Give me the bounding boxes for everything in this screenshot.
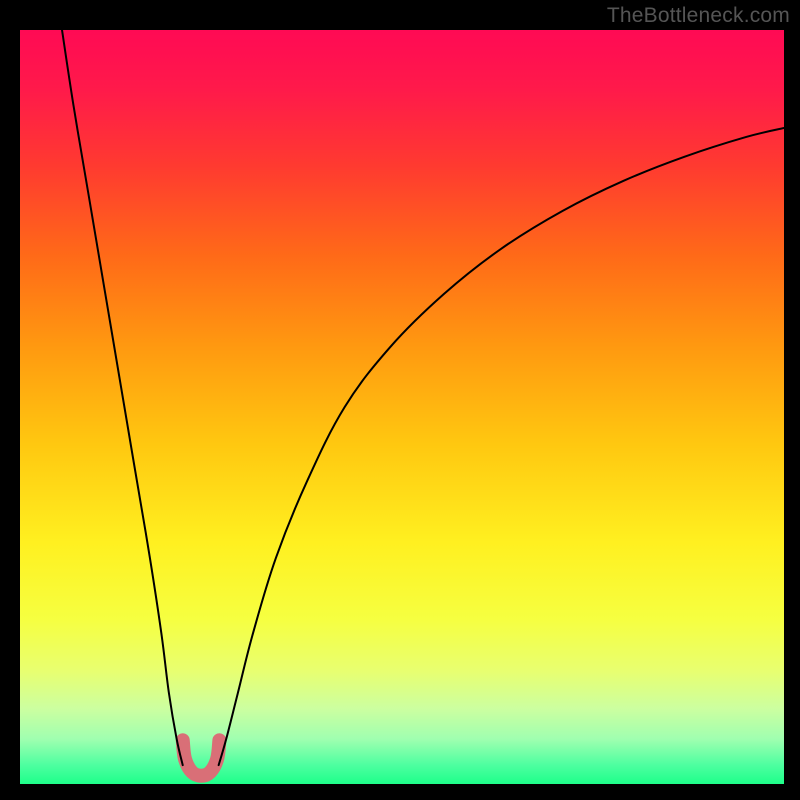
chart-frame: TheBottleneck.com (0, 0, 800, 800)
watermark-text: TheBottleneck.com (607, 4, 790, 28)
bottleneck-highlight (183, 740, 220, 775)
curve-layer (20, 30, 784, 784)
bottleneck-curve (62, 30, 784, 765)
plot-area (20, 30, 784, 784)
